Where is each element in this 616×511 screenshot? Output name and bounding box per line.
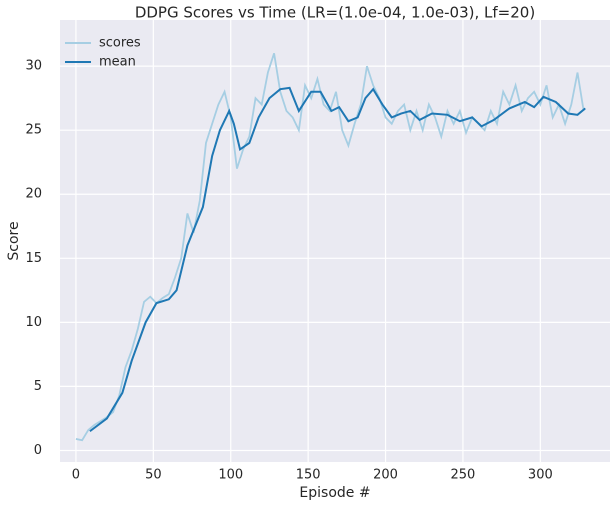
x-tick-label: 0 <box>72 468 80 483</box>
line <box>89 86 586 433</box>
line <box>75 53 585 442</box>
plot-area <box>60 20 610 462</box>
y-tick-label: 30 <box>25 59 42 74</box>
x-tick-label: 300 <box>528 468 553 483</box>
x-tick-label: 150 <box>296 468 321 483</box>
y-tick-label: 15 <box>25 251 42 266</box>
y-tick-label: 10 <box>25 315 42 330</box>
y-tick-label: 20 <box>25 187 42 202</box>
y-tick-label: 5 <box>34 379 42 394</box>
x-tick-label: 100 <box>218 468 243 483</box>
x-tick-label: 250 <box>451 468 476 483</box>
x-tick-label: 50 <box>145 468 162 483</box>
x-tick-label: 200 <box>373 468 398 483</box>
legend-label: mean <box>99 55 136 70</box>
legend-label: scores <box>99 36 141 51</box>
chart-title: DDPG Scores vs Time (LR=(1.0e-04, 1.0e-0… <box>135 4 535 22</box>
x-axis-label: Episode # <box>299 485 370 501</box>
y-axis-label: Score <box>6 221 22 260</box>
y-tick-label: 0 <box>34 443 42 458</box>
y-tick-label: 25 <box>25 123 42 138</box>
